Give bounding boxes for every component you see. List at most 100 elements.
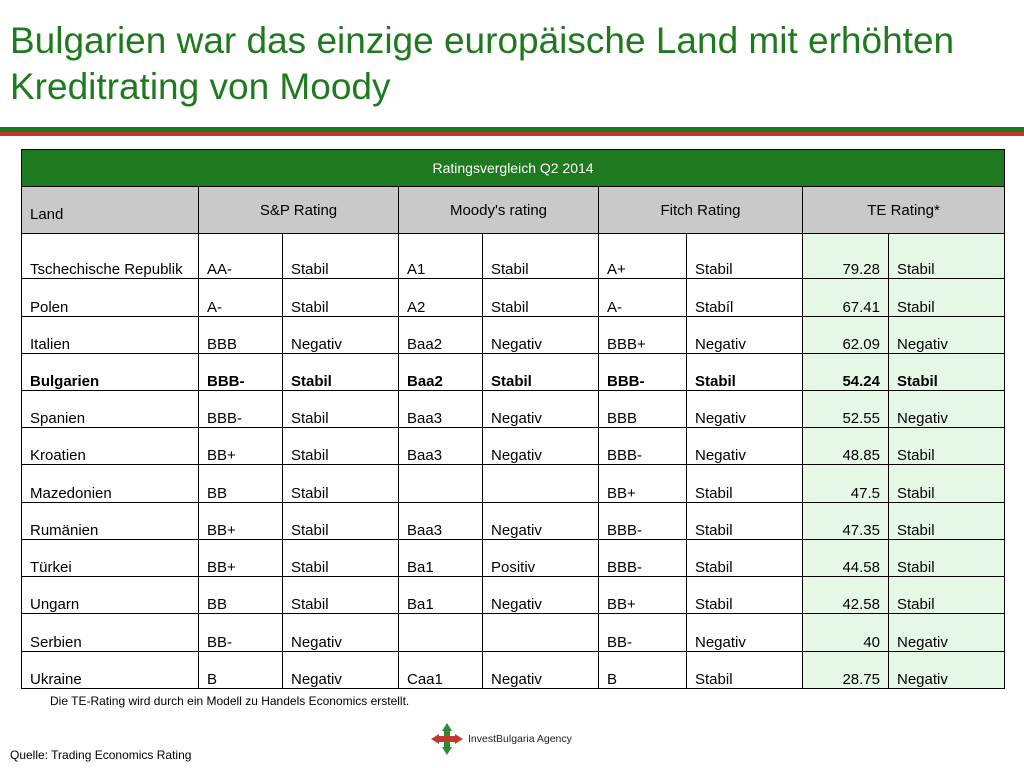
cell-land: Mazedonien (21, 464, 199, 503)
cell-moodys-rating: A1 (398, 232, 483, 280)
cell-te-outlook: Stabil (887, 464, 1006, 503)
cell-fitch-rating: A- (598, 278, 687, 317)
cell-te-score: 52.55 (802, 389, 889, 429)
cell-te-outlook: Stabil (887, 232, 1006, 280)
cell-fitch-outlook: Stabil (686, 352, 803, 392)
cell-moodys-outlook: Negativ (482, 315, 599, 354)
cell-moodys-outlook: Stabil (482, 278, 599, 317)
cell-land: Türkei (21, 538, 199, 578)
cell-fitch-outlook: Stabil (686, 650, 803, 690)
table-row: Serbien BB- Negativ BB- Negativ 40 Negativ (21, 613, 1006, 652)
cell-sp-rating: BBB- (198, 389, 283, 429)
cell-moodys-rating: Baa3 (398, 501, 483, 540)
cell-sp-outlook: Negativ (282, 650, 399, 690)
cell-moodys-outlook: Negativ (482, 501, 599, 540)
cell-moodys-rating: Baa3 (398, 427, 483, 466)
cell-moodys-outlook: Negativ (482, 650, 599, 690)
cell-fitch-rating: BB+ (598, 464, 687, 503)
cell-sp-rating: BBB- (198, 352, 283, 392)
cell-sp-rating: AA- (198, 232, 283, 280)
cell-te-outlook: Negativ (887, 315, 1006, 354)
cell-te-score: 42.58 (802, 576, 889, 615)
table-row: Bulgarien BBB- Stabil Baa2 Stabil BBB- Stabil 5… (21, 352, 1006, 392)
cell-sp-rating: BB+ (198, 501, 283, 540)
cell-fitch-rating: BBB- (598, 501, 687, 540)
cell-moodys-rating: Ba1 (398, 576, 483, 615)
cell-land: Italien (21, 315, 199, 354)
cell-te-outlook: Stabil (887, 278, 1006, 317)
cell-moodys-rating: Baa2 (398, 352, 483, 392)
cell-te-score: 67.41 (802, 278, 889, 317)
cell-te-score: 40 (802, 613, 889, 652)
cell-sp-outlook: Negativ (282, 315, 399, 354)
cell-te-score: 44.58 (802, 538, 889, 578)
cell-land: Polen (21, 278, 199, 317)
cell-fitch-outlook: Stabil (686, 232, 803, 280)
cell-fitch-outlook: Negativ (686, 613, 803, 652)
cell-fitch-rating: BBB+ (598, 315, 687, 354)
cell-sp-rating: BB (198, 576, 283, 615)
cell-moodys-outlook: Negativ (482, 576, 599, 615)
cell-sp-outlook: Stabil (282, 352, 399, 392)
cell-te-outlook: Stabil (887, 427, 1006, 466)
cell-sp-rating: BB+ (198, 427, 283, 466)
cell-sp-rating: BB- (198, 613, 283, 652)
cell-moodys-rating: Baa2 (398, 315, 483, 354)
cell-land: Spanien (21, 389, 199, 429)
cell-fitch-outlook: Stabil (686, 501, 803, 540)
header-sp-rating: S&P Rating (198, 186, 399, 234)
table-row: Ungarn BB Stabil Ba1 Negativ BB+ Stabil 42.58 St… (21, 576, 1006, 615)
cell-fitch-outlook: Stabil (686, 464, 803, 503)
cell-moodys-outlook: Stabil (482, 352, 599, 392)
cell-sp-rating: BB (198, 464, 283, 503)
cell-te-outlook: Negativ (887, 650, 1006, 690)
cell-moodys-rating (398, 464, 483, 503)
cell-fitch-rating: BBB- (598, 427, 687, 466)
cell-land: Rumänien (21, 501, 199, 540)
investbulgaria-logo-icon (431, 723, 463, 755)
table-row: Spanien BBB- Stabil Baa3 Negativ BBB Negativ 52… (21, 389, 1006, 429)
cell-sp-outlook: Stabil (282, 576, 399, 615)
logo: InvestBulgaria Agency (430, 722, 572, 756)
cell-moodys-rating: Caa1 (398, 650, 483, 690)
cell-moodys-outlook: Negativ (482, 389, 599, 429)
cell-moodys-rating: A2 (398, 278, 483, 317)
cell-fitch-outlook: Negativ (686, 315, 803, 354)
cell-fitch-outlook: Stabil (686, 576, 803, 615)
header-land: Land (21, 186, 199, 234)
cell-te-score: 47.5 (802, 464, 889, 503)
cell-moodys-outlook: Positiv (482, 538, 599, 578)
cell-te-score: 47.35 (802, 501, 889, 540)
cell-fitch-outlook: Negativ (686, 427, 803, 466)
cell-sp-rating: B (198, 650, 283, 690)
cell-moodys-rating (398, 613, 483, 652)
cell-moodys-outlook (482, 464, 599, 503)
cell-land: Serbien (21, 613, 199, 652)
cell-sp-outlook: Stabil (282, 538, 399, 578)
cell-te-score: 54.24 (802, 352, 889, 392)
page-title: Bulgarien war das einzige europäische La… (10, 20, 955, 107)
cell-land: Ungarn (21, 576, 199, 615)
cell-fitch-rating: B (598, 650, 687, 690)
cell-te-outlook: Stabil (887, 538, 1006, 578)
cell-sp-outlook: Negativ (282, 613, 399, 652)
cell-te-score: 48.85 (802, 427, 889, 466)
footnote: Die TE-Rating wird durch ein Modell zu H… (50, 694, 410, 708)
cell-sp-rating: A- (198, 278, 283, 317)
table-row: Kroatien BB+ Stabil Baa3 Negativ BBB- Negativ 4… (21, 427, 1006, 466)
cell-te-outlook: Negativ (887, 613, 1006, 652)
cell-te-score: 79.28 (802, 232, 889, 280)
cell-fitch-rating: A+ (598, 232, 687, 280)
table-row: Türkei BB+ Stabil Ba1 Positiv BBB- Stabil 44.58… (21, 538, 1006, 578)
cell-moodys-rating: Ba1 (398, 538, 483, 578)
cell-te-outlook: Stabil (887, 501, 1006, 540)
table-row: Mazedonien BB Stabil BB+ Stabil 47.5 Stabil (21, 464, 1006, 503)
cell-moodys-outlook: Negativ (482, 427, 599, 466)
table-caption: Ratingsvergleich Q2 2014 (20, 149, 1006, 187)
cell-te-outlook: Stabil (887, 576, 1006, 615)
table-row: Italien BBB Negativ Baa2 Negativ BBB+ Negativ 6… (21, 315, 1006, 354)
cell-moodys-rating: Baa3 (398, 389, 483, 429)
cell-sp-rating: BBB (198, 315, 283, 354)
cell-land: Bulgarien (21, 352, 199, 392)
cell-sp-rating: BB+ (198, 538, 283, 578)
